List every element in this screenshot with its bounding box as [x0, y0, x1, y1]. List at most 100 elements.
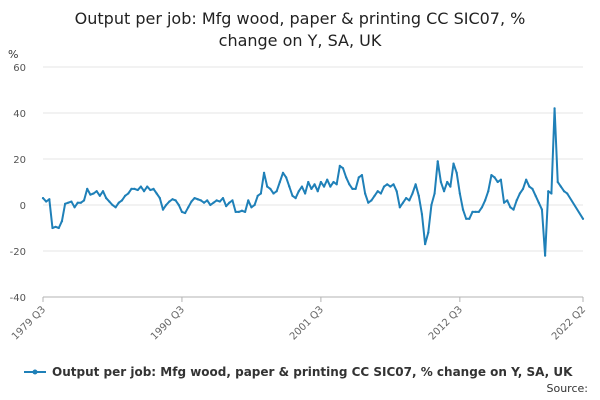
data-point — [316, 190, 319, 193]
data-point — [266, 185, 269, 188]
data-point — [341, 167, 345, 170]
data-point — [133, 187, 136, 190]
data-point — [139, 185, 142, 188]
data-point — [190, 200, 193, 203]
data-point — [392, 183, 395, 186]
data-point — [376, 190, 379, 193]
y-tick-label: -40 — [10, 293, 26, 304]
data-point — [127, 192, 130, 195]
data-point — [326, 178, 329, 181]
data-point — [86, 187, 89, 190]
data-point — [477, 210, 480, 213]
data-point — [291, 194, 294, 197]
data-point — [581, 217, 585, 220]
data-point — [322, 185, 326, 188]
data-point — [120, 199, 124, 202]
x-tick-label: 1979 Q3 — [10, 304, 48, 342]
data-point — [540, 208, 544, 211]
data-point — [474, 210, 477, 213]
data-point — [177, 203, 180, 207]
data-point — [439, 180, 442, 184]
data-point — [332, 180, 335, 184]
data-point — [348, 183, 351, 186]
data-point — [465, 217, 468, 220]
data-point — [60, 220, 64, 223]
data-point — [79, 201, 82, 204]
data-point — [518, 192, 521, 195]
data-point — [310, 187, 313, 190]
data-point — [395, 190, 398, 193]
data-point — [54, 225, 57, 228]
data-point — [165, 203, 168, 207]
data-point — [427, 231, 430, 234]
data-point — [101, 190, 105, 193]
data-point — [436, 160, 439, 163]
chart-title-line-2: change on Y, SA, UK — [219, 31, 382, 50]
data-point — [537, 201, 540, 204]
data-point — [149, 188, 152, 192]
data-point — [240, 209, 244, 212]
data-point — [76, 201, 79, 204]
x-tick-label: 1990 Q3 — [149, 304, 187, 342]
data-point — [209, 203, 212, 207]
data-point — [152, 187, 155, 190]
data-point — [297, 190, 300, 193]
data-point — [199, 199, 202, 202]
data-point — [313, 183, 316, 186]
source-label: Source: — [547, 382, 589, 395]
data-point — [89, 193, 92, 196]
data-point — [408, 199, 411, 202]
data-point — [285, 176, 288, 179]
data-point — [338, 164, 341, 167]
series-group — [41, 107, 585, 257]
data-point — [449, 185, 452, 188]
data-point — [386, 183, 389, 186]
data-point — [307, 180, 310, 184]
data-point — [48, 198, 51, 201]
chart-title: Output per job: Mfg wood, paper & printi… — [75, 9, 526, 50]
data-point — [547, 190, 550, 193]
data-point — [442, 190, 446, 193]
data-point — [401, 201, 405, 204]
data-point — [433, 192, 436, 195]
data-point — [253, 203, 256, 207]
data-point — [155, 192, 158, 195]
data-point — [468, 217, 471, 220]
data-point — [373, 194, 376, 197]
data-point — [461, 208, 465, 211]
data-point — [218, 200, 221, 203]
data-point — [202, 201, 206, 204]
data-point — [221, 197, 225, 200]
data-point — [556, 180, 559, 184]
y-tick-label: 60 — [13, 63, 26, 74]
data-point — [521, 187, 525, 190]
data-point — [259, 192, 262, 195]
y-tick-label: 0 — [20, 201, 26, 212]
data-point — [234, 210, 237, 213]
data-point — [411, 192, 414, 195]
data-point — [196, 198, 199, 201]
x-tick-label: 2022 Q2 — [550, 304, 588, 342]
data-point — [379, 192, 382, 195]
data-point — [114, 206, 117, 209]
data-point — [174, 199, 177, 202]
data-point — [105, 197, 108, 200]
data-point — [458, 192, 461, 195]
y-tick-label: -20 — [10, 247, 26, 258]
data-point — [367, 201, 370, 204]
data-point — [430, 203, 433, 207]
data-point — [370, 199, 373, 202]
data-point — [424, 243, 427, 246]
data-point — [455, 171, 458, 174]
data-point — [389, 185, 392, 188]
data-point — [146, 185, 149, 188]
data-point — [345, 176, 348, 179]
data-point — [490, 174, 493, 177]
data-point — [206, 199, 209, 202]
data-point — [187, 206, 190, 209]
data-point — [484, 199, 487, 202]
legend-label: Output per job: Mfg wood, paper & printi… — [52, 365, 573, 379]
data-point — [215, 199, 218, 202]
series-line — [42, 107, 584, 257]
data-point — [496, 180, 499, 184]
